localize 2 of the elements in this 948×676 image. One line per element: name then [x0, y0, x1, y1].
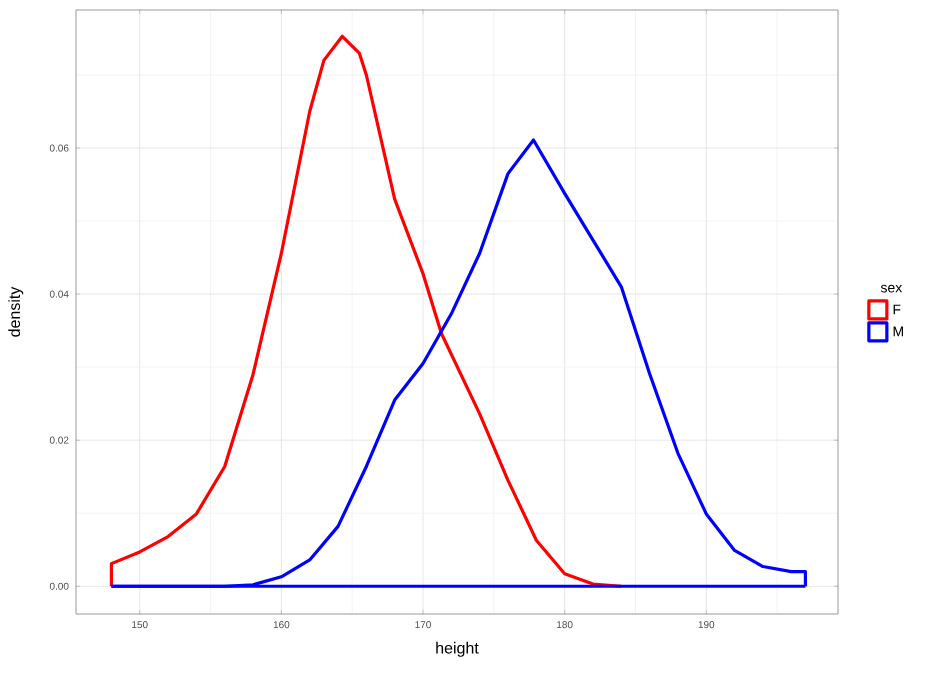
x-axis-title: height: [436, 641, 479, 657]
y-axis-title: density: [8, 286, 24, 337]
